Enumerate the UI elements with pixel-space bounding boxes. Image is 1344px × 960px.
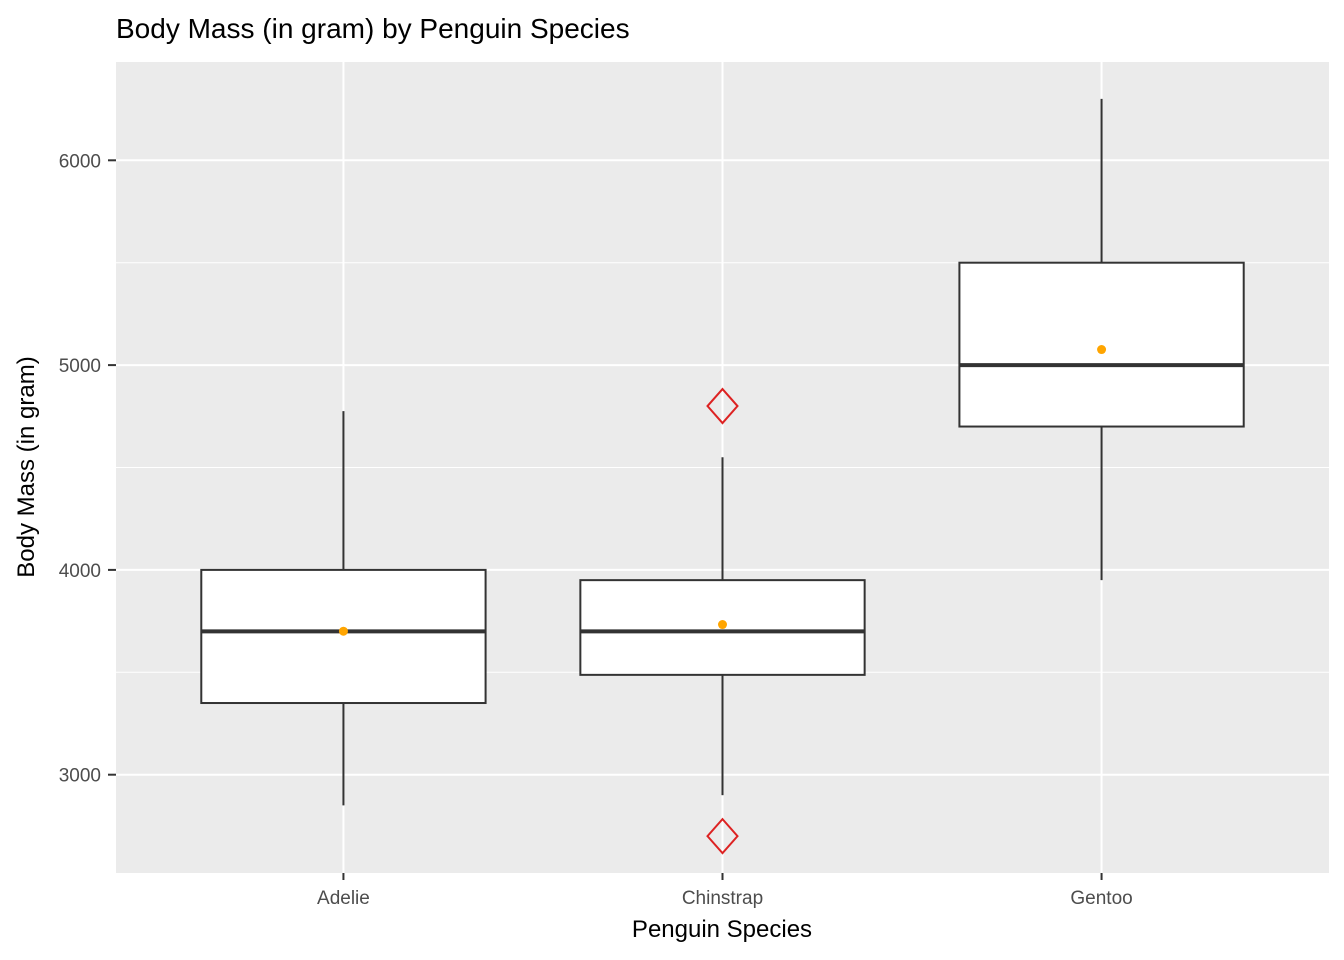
box-gentoo bbox=[958, 261, 1245, 428]
x-tick-label: Gentoo bbox=[1070, 888, 1132, 909]
plot-title: Body Mass (in gram) by Penguin Species bbox=[116, 13, 630, 44]
outlier-diamond bbox=[706, 387, 739, 425]
mean-dot bbox=[718, 620, 727, 630]
y-axis-title: Body Mass (in gram) bbox=[13, 356, 40, 578]
x-tick-label: Adelie bbox=[317, 888, 370, 909]
y-tick-label: 5000 bbox=[59, 356, 101, 377]
box-adelie bbox=[200, 568, 487, 705]
mean-dot bbox=[1097, 345, 1107, 355]
y-tick-label: 6000 bbox=[59, 151, 101, 172]
x-axis-title: Penguin Species bbox=[631, 916, 813, 943]
outlier-diamond bbox=[706, 817, 739, 855]
y-tick-label: 3000 bbox=[59, 766, 101, 787]
x-tick-label: Chinstrap bbox=[682, 888, 763, 909]
mean-dot bbox=[338, 626, 348, 636]
y-tick-label: 4000 bbox=[59, 561, 101, 582]
